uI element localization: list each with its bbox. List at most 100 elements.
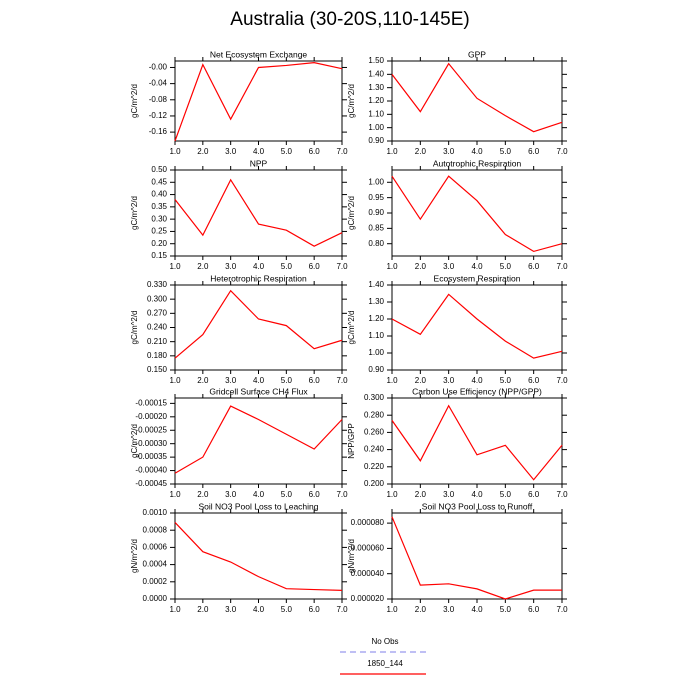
y-tick-label: -0.00045 bbox=[135, 479, 167, 488]
x-tick-label: 4.0 bbox=[253, 262, 265, 271]
x-tick-label: 6.0 bbox=[528, 605, 540, 614]
x-tick-label: 3.0 bbox=[225, 262, 237, 271]
x-tick-label: 1.0 bbox=[386, 605, 398, 614]
y-tick-label: 0.40 bbox=[151, 190, 167, 199]
y-axis-label: gC/m^2/d bbox=[130, 424, 139, 458]
panel-title: NPP bbox=[250, 158, 268, 168]
y-tick-label: 1.20 bbox=[368, 314, 384, 323]
y-tick-label: 1.00 bbox=[368, 348, 384, 357]
x-tick-label: 1.0 bbox=[169, 262, 181, 271]
x-tick-label: 2.0 bbox=[197, 262, 209, 271]
y-axis-label: gC/m^2/d bbox=[130, 311, 139, 345]
x-tick-label: 4.0 bbox=[253, 376, 265, 385]
x-tick-label: 4.0 bbox=[253, 147, 265, 156]
x-tick-label: 2.0 bbox=[197, 605, 209, 614]
y-tick-label: 1.40 bbox=[368, 69, 384, 78]
plot-frame bbox=[391, 169, 563, 257]
x-tick-label: 5.0 bbox=[500, 490, 512, 499]
x-tick-label: 7.0 bbox=[336, 605, 348, 614]
y-tick-label: -0.04 bbox=[149, 79, 168, 88]
panel-title: Net Ecosystem Exchange bbox=[210, 49, 308, 59]
x-tick-label: 4.0 bbox=[471, 490, 483, 499]
y-axis-label: NPP/GPP bbox=[347, 423, 356, 459]
panel-title: Heterotrophic Respiration bbox=[210, 273, 307, 283]
x-tick-label: 7.0 bbox=[556, 262, 568, 271]
x-tick-label: 2.0 bbox=[415, 376, 427, 385]
y-axis-label: gC/m^2/d bbox=[130, 84, 139, 118]
x-tick-label: 1.0 bbox=[169, 147, 181, 156]
x-tick-label: 2.0 bbox=[415, 262, 427, 271]
y-tick-label: -0.00030 bbox=[135, 439, 167, 448]
y-tick-label: 0.000080 bbox=[351, 518, 385, 527]
x-tick-label: 1.0 bbox=[169, 605, 181, 614]
y-tick-label: 0.50 bbox=[151, 165, 167, 174]
y-axis-label: gC/m^2/d bbox=[347, 311, 356, 345]
x-tick-label: 3.0 bbox=[443, 490, 455, 499]
data-line bbox=[174, 405, 343, 474]
y-tick-label: 0.280 bbox=[364, 410, 385, 419]
data-line bbox=[391, 293, 563, 359]
plot-frame bbox=[391, 397, 563, 485]
y-axis-label: gC/m^2/d bbox=[347, 84, 356, 118]
y-tick-label: 0.0004 bbox=[143, 560, 168, 569]
y-tick-label: -0.16 bbox=[149, 127, 168, 136]
y-tick-label: 0.95 bbox=[368, 193, 384, 202]
data-line bbox=[174, 522, 343, 591]
y-tick-label: 1.00 bbox=[368, 177, 384, 186]
panel-title: Soil NO3 Pool Loss to Leaching bbox=[198, 501, 318, 511]
y-tick-label: 0.90 bbox=[368, 208, 384, 217]
x-tick-label: 5.0 bbox=[500, 147, 512, 156]
x-tick-label: 2.0 bbox=[197, 376, 209, 385]
y-tick-label: 0.200 bbox=[364, 479, 385, 488]
y-tick-label: 0.330 bbox=[147, 280, 168, 289]
panel-title: Autotrophic Respiration bbox=[433, 158, 522, 168]
x-tick-label: 6.0 bbox=[528, 147, 540, 156]
x-tick-label: 3.0 bbox=[443, 147, 455, 156]
x-tick-label: 1.0 bbox=[386, 262, 398, 271]
y-tick-label: -0.00015 bbox=[135, 398, 167, 407]
x-tick-label: 6.0 bbox=[309, 490, 321, 499]
y-tick-label: 0.15 bbox=[151, 251, 167, 260]
x-tick-label: 3.0 bbox=[443, 376, 455, 385]
x-tick-label: 6.0 bbox=[309, 605, 321, 614]
x-tick-label: 4.0 bbox=[471, 262, 483, 271]
y-tick-label: 0.0006 bbox=[143, 543, 168, 552]
panel-title: Carbon Use Efficiency (NPP/GPP) bbox=[412, 386, 542, 396]
y-tick-label: -0.08 bbox=[149, 95, 168, 104]
y-tick-label: 1.20 bbox=[368, 96, 384, 105]
x-tick-label: 4.0 bbox=[253, 605, 265, 614]
legend-label: No Obs bbox=[371, 637, 398, 646]
y-tick-label: 0.25 bbox=[151, 227, 167, 236]
x-tick-label: 4.0 bbox=[253, 490, 265, 499]
y-tick-label: 0.240 bbox=[147, 323, 168, 332]
x-tick-label: 1.0 bbox=[386, 376, 398, 385]
x-tick-label: 7.0 bbox=[336, 490, 348, 499]
x-tick-label: 4.0 bbox=[471, 605, 483, 614]
y-axis-label: gC/m^2/d bbox=[130, 196, 139, 230]
data-line bbox=[391, 516, 562, 600]
x-tick-label: 7.0 bbox=[556, 376, 568, 385]
y-tick-label: 1.30 bbox=[368, 83, 384, 92]
y-tick-label: 0.220 bbox=[364, 462, 385, 471]
y-axis-label: gN/m^2/d bbox=[347, 539, 356, 573]
y-tick-label: 0.0008 bbox=[143, 525, 168, 534]
y-tick-label: 0.30 bbox=[151, 214, 167, 223]
x-tick-label: 5.0 bbox=[281, 376, 293, 385]
plot-frame bbox=[391, 512, 563, 600]
x-tick-label: 3.0 bbox=[443, 262, 455, 271]
y-tick-label: -0.00020 bbox=[135, 412, 167, 421]
x-tick-label: 4.0 bbox=[471, 147, 483, 156]
x-tick-label: 7.0 bbox=[336, 262, 348, 271]
y-tick-label: 0.260 bbox=[364, 428, 385, 437]
y-tick-label: 0.0002 bbox=[143, 577, 168, 586]
x-tick-label: 1.0 bbox=[386, 490, 398, 499]
y-tick-label: 1.10 bbox=[368, 109, 384, 118]
y-tick-label: 0.180 bbox=[147, 351, 168, 360]
x-tick-label: 3.0 bbox=[225, 605, 237, 614]
y-tick-label: 0.85 bbox=[368, 223, 384, 232]
x-tick-label: 2.0 bbox=[415, 490, 427, 499]
panel-title: Gridcell Surface CH4 Flux bbox=[209, 386, 308, 396]
panel-title: Soil NO3 Pool Loss to Runoff bbox=[422, 501, 533, 511]
data-line bbox=[174, 289, 343, 359]
data-line bbox=[174, 178, 343, 247]
